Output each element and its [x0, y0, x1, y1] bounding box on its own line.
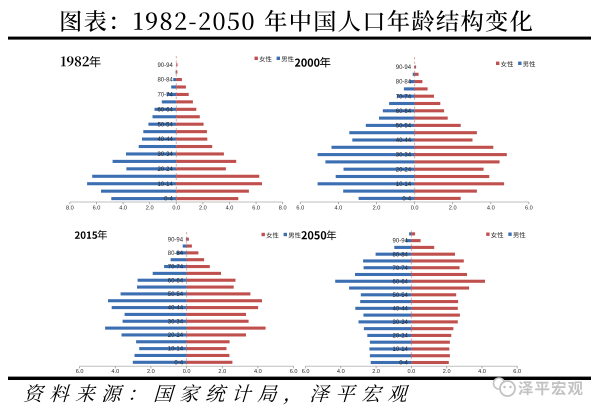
svg-text:60-64: 60-64 — [157, 107, 173, 113]
svg-text:8.0: 8.0 — [279, 206, 287, 212]
svg-text:90-94: 90-94 — [157, 63, 173, 69]
svg-text:2.0: 2.0 — [218, 369, 226, 375]
svg-text:4.0: 4.0 — [119, 206, 127, 212]
svg-text:80-84: 80-84 — [393, 252, 409, 258]
svg-text:0-4: 0-4 — [399, 361, 408, 367]
svg-text:2.0: 2.0 — [147, 369, 155, 375]
svg-text:2.0: 2.0 — [146, 206, 154, 212]
svg-text:0-4: 0-4 — [174, 360, 183, 366]
svg-text:6.0: 6.0 — [513, 369, 521, 375]
svg-text:4.0: 4.0 — [226, 206, 234, 212]
svg-text:2.0: 2.0 — [443, 369, 451, 375]
svg-text:50-54: 50-54 — [396, 124, 412, 130]
svg-text:40-44: 40-44 — [396, 138, 412, 144]
svg-text:10-14: 10-14 — [157, 182, 173, 188]
svg-text:60-64: 60-64 — [168, 278, 184, 284]
svg-text:6.0: 6.0 — [290, 369, 298, 375]
svg-text:90-94: 90-94 — [393, 239, 409, 245]
svg-text:10-14: 10-14 — [168, 347, 184, 353]
svg-text:40-44: 40-44 — [168, 306, 184, 312]
svg-text:60-64: 60-64 — [393, 279, 409, 285]
svg-text:4.0: 4.0 — [487, 206, 495, 212]
svg-text:30-34: 30-34 — [396, 153, 412, 159]
svg-text:2.0: 2.0 — [449, 206, 457, 212]
svg-text:40-44: 40-44 — [393, 306, 409, 312]
svg-text:6.0: 6.0 — [76, 369, 84, 375]
svg-text:70-74: 70-74 — [168, 265, 184, 271]
svg-text:6.0: 6.0 — [93, 206, 101, 212]
svg-text:4.0: 4.0 — [337, 369, 345, 375]
svg-text:2.0: 2.0 — [373, 206, 381, 212]
svg-text:40-44: 40-44 — [157, 137, 173, 143]
svg-text:50-54: 50-54 — [168, 292, 184, 298]
svg-text:80-84: 80-84 — [396, 80, 412, 86]
svg-text:90-94: 90-94 — [396, 65, 412, 71]
svg-text:20-24: 20-24 — [393, 334, 409, 340]
svg-text:20-24: 20-24 — [396, 167, 412, 173]
svg-text:80-84: 80-84 — [157, 78, 173, 84]
svg-text:10-14: 10-14 — [396, 182, 412, 188]
svg-text:6.0: 6.0 — [252, 206, 260, 212]
svg-text:2.0: 2.0 — [372, 369, 380, 375]
svg-text:70-74: 70-74 — [396, 94, 412, 100]
svg-text:30-34: 30-34 — [393, 320, 409, 326]
svg-text:8.0: 8.0 — [66, 206, 74, 212]
svg-text:70-74: 70-74 — [393, 266, 409, 272]
svg-text:0.0: 0.0 — [183, 369, 191, 375]
svg-text:4.0: 4.0 — [254, 369, 262, 375]
svg-text:0-4: 0-4 — [164, 197, 173, 203]
svg-text:50-54: 50-54 — [157, 122, 173, 128]
svg-text:6.0: 6.0 — [525, 206, 533, 212]
svg-text:70-74: 70-74 — [157, 93, 173, 99]
svg-text:10-14: 10-14 — [393, 347, 409, 353]
svg-text:30-34: 30-34 — [157, 152, 173, 158]
svg-text:60-64: 60-64 — [396, 109, 412, 115]
svg-text:0.0: 0.0 — [172, 206, 180, 212]
svg-text:30-34: 30-34 — [168, 319, 184, 325]
svg-text:20-24: 20-24 — [168, 333, 184, 339]
svg-text:4.0: 4.0 — [111, 369, 119, 375]
svg-text:50-54: 50-54 — [393, 293, 409, 299]
svg-text:2.0: 2.0 — [199, 206, 207, 212]
svg-text:4.0: 4.0 — [335, 206, 343, 212]
svg-text:6.0: 6.0 — [302, 369, 310, 375]
svg-text:4.0: 4.0 — [478, 369, 486, 375]
svg-text:6.0: 6.0 — [296, 206, 304, 212]
svg-text:0-4: 0-4 — [402, 197, 411, 203]
svg-text:0.0: 0.0 — [411, 206, 419, 212]
svg-text:20-24: 20-24 — [157, 167, 173, 173]
svg-text:90-94: 90-94 — [168, 237, 184, 243]
svg-text:80-84: 80-84 — [168, 251, 184, 257]
svg-text:0.0: 0.0 — [408, 369, 416, 375]
